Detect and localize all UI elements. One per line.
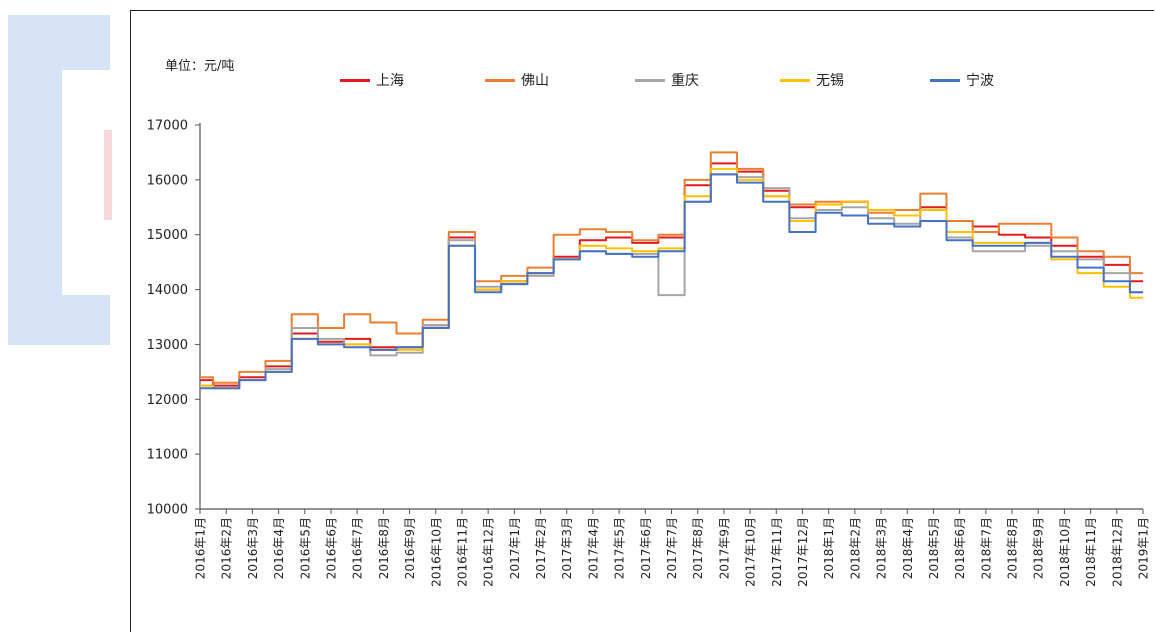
y-tick-label: 16000 xyxy=(147,173,188,188)
x-tick-label: 2017年8月 xyxy=(691,517,705,579)
legend-item: 宁波 xyxy=(930,70,994,90)
x-tick-label: 2018年1月 xyxy=(822,517,836,579)
series-line xyxy=(200,162,1143,387)
x-tick-label: 2017年1月 xyxy=(508,517,522,579)
x-tick-label: 2017年3月 xyxy=(560,517,574,579)
x-tick-label: 2018年9月 xyxy=(1032,517,1046,579)
series-line xyxy=(200,151,1143,384)
x-tick-label: 2016年4月 xyxy=(272,517,286,579)
x-tick-label: 2017年11月 xyxy=(770,517,784,587)
x-tick-label: 2017年6月 xyxy=(639,517,653,579)
legend-item: 无锡 xyxy=(780,70,844,90)
y-tick-label: 15000 xyxy=(147,228,188,243)
x-tick-label: 2018年5月 xyxy=(927,517,941,579)
legend-swatch xyxy=(780,78,810,82)
x-tick-label: 2016年10月 xyxy=(429,517,443,587)
y-tick-label: 13000 xyxy=(147,338,188,353)
legend-swatch xyxy=(930,78,960,82)
x-tick-label: 2018年8月 xyxy=(1006,517,1020,579)
x-tick-label: 2018年7月 xyxy=(979,517,993,579)
series-line xyxy=(200,167,1143,390)
series-line xyxy=(200,173,1143,390)
chart-frame xyxy=(130,10,1154,632)
x-tick-label: 2017年7月 xyxy=(665,517,679,579)
x-tick-label: 2017年2月 xyxy=(534,517,548,579)
legend-label: 佛山 xyxy=(521,73,549,89)
x-tick-label: 2018年12月 xyxy=(1110,517,1124,587)
x-tick-label: 2018年10月 xyxy=(1058,517,1072,587)
x-tick-label: 2017年12月 xyxy=(796,517,810,587)
x-tick-label: 2018年3月 xyxy=(875,517,889,579)
legend-swatch xyxy=(340,78,370,82)
x-tick-label: 2016年6月 xyxy=(324,517,338,579)
x-tick-label: 2018年6月 xyxy=(953,517,967,579)
legend-label: 宁波 xyxy=(966,73,994,89)
x-tick-label: 2019年1月 xyxy=(1137,517,1151,579)
y-tick-label: 11000 xyxy=(147,448,188,463)
legend-swatch xyxy=(485,78,515,82)
x-tick-label: 2016年1月 xyxy=(194,517,208,579)
x-tick-label: 2016年7月 xyxy=(351,517,365,579)
x-tick-label: 2016年2月 xyxy=(220,517,234,579)
x-tick-label: 2017年4月 xyxy=(586,517,600,579)
legend-swatch xyxy=(635,78,665,82)
y-tick-label: 10000 xyxy=(147,503,188,518)
x-tick-label: 2016年11月 xyxy=(455,517,469,587)
legend-label: 上海 xyxy=(376,73,404,89)
watermark-cutout xyxy=(62,70,110,295)
x-tick-label: 2018年2月 xyxy=(848,517,862,579)
legend-item: 佛山 xyxy=(485,70,549,90)
x-tick-label: 2017年5月 xyxy=(613,517,627,579)
x-tick-label: 2016年12月 xyxy=(482,517,496,587)
y-tick-label: 12000 xyxy=(147,393,188,408)
y-tick-label: 17000 xyxy=(147,119,188,134)
x-tick-label: 2016年8月 xyxy=(377,517,391,579)
x-tick-label: 2018年11月 xyxy=(1084,517,1098,587)
unit-label: 单位：元/吨 xyxy=(165,59,235,74)
y-tick-label: 14000 xyxy=(147,283,188,298)
watermark-accent xyxy=(104,130,112,220)
x-tick-label: 2016年3月 xyxy=(246,517,260,579)
x-tick-label: 2018年4月 xyxy=(901,517,915,579)
x-tick-label: 2016年9月 xyxy=(403,517,417,579)
legend-item: 上海 xyxy=(340,70,404,90)
series-line xyxy=(200,173,1143,390)
legend-label: 重庆 xyxy=(671,73,699,89)
x-tick-label: 2017年10月 xyxy=(744,517,758,587)
x-tick-label: 2016年5月 xyxy=(298,517,312,579)
x-tick-label: 2017年9月 xyxy=(717,517,731,579)
legend: 上海 佛山 重庆 无锡 宁波 xyxy=(340,70,1040,90)
legend-item: 重庆 xyxy=(635,70,699,90)
legend-label: 无锡 xyxy=(816,73,844,89)
